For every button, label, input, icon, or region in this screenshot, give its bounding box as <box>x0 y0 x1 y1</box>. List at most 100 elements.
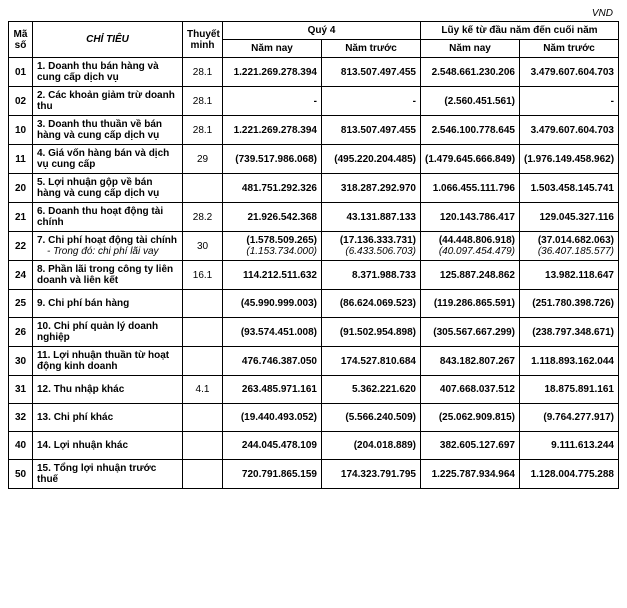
cell-thuyet-minh <box>183 404 223 432</box>
cell-ma-so: 01 <box>9 58 33 87</box>
cell-thuyet-minh: 29 <box>183 145 223 174</box>
cell-value: (1.976.149.458.962) <box>520 145 619 174</box>
cell-value: 21.926.542.368 <box>223 203 322 232</box>
cell-thuyet-minh: 28.2 <box>183 203 223 232</box>
cell-chi-tieu: 3. Doanh thu thuần về bán hàng và cung c… <box>33 116 183 145</box>
table-row: 248. Phần lãi trong công ty liên doanh v… <box>9 261 619 290</box>
cell-value: (45.990.999.003) <box>223 290 322 318</box>
cell-value: 174.527.810.684 <box>322 347 421 376</box>
cell-chi-tieu: 6. Doanh thu hoạt động tài chính <box>33 203 183 232</box>
cell-sub-label: - Trong đó: chi phí lãi vay <box>37 246 178 257</box>
cell-value: 3.479.607.604.703 <box>520 116 619 145</box>
hdr-lk-nam-truoc: Năm trước <box>520 40 619 58</box>
cell-ma-so: 26 <box>9 318 33 347</box>
cell-thuyet-minh: 30 <box>183 232 223 261</box>
cell-chi-tieu: 13. Chi phí khác <box>33 404 183 432</box>
cell-value: 244.045.478.109 <box>223 432 322 460</box>
cell-value: 1.066.455.111.796 <box>421 174 520 203</box>
cell-value: 3.479.607.604.703 <box>520 58 619 87</box>
cell-value: 1.128.004.775.288 <box>520 460 619 489</box>
cell-value: - <box>322 87 421 116</box>
cell-thuyet-minh: 28.1 <box>183 58 223 87</box>
table-row: 216. Doanh thu hoạt động tài chính28.221… <box>9 203 619 232</box>
cell-thuyet-minh: 28.1 <box>183 87 223 116</box>
table-row: 011. Doanh thu bán hàng và cung cấp dịch… <box>9 58 619 87</box>
table-row: 114. Giá vốn hàng bán và dịch vụ cung cấ… <box>9 145 619 174</box>
cell-chi-tieu: 2. Các khoản giảm trừ doanh thu <box>33 87 183 116</box>
cell-value: (495.220.204.485) <box>322 145 421 174</box>
cell-value: (1.479.645.666.849) <box>421 145 520 174</box>
cell-ma-so: 50 <box>9 460 33 489</box>
cell-value: 1.221.269.278.394 <box>223 116 322 145</box>
cell-chi-tieu: 7. Chi phí hoạt động tài chính- Trong đó… <box>33 232 183 261</box>
cell-thuyet-minh <box>183 174 223 203</box>
cell-value: 813.507.497.455 <box>322 116 421 145</box>
cell-value: (2.560.451.561) <box>421 87 520 116</box>
hdr-thuyet-minh: Thuyết minh <box>183 22 223 58</box>
hdr-luyke: Lũy kế từ đầu năm đến cuối năm <box>421 22 619 40</box>
cell-value: 1.225.787.934.964 <box>421 460 520 489</box>
cell-thuyet-minh: 4.1 <box>183 376 223 404</box>
cell-value: 129.045.327.116 <box>520 203 619 232</box>
cell-value: (1.578.509.265)(1.153.734.000) <box>223 232 322 261</box>
hdr-q-nam-nay: Năm nay <box>223 40 322 58</box>
cell-ma-so: 20 <box>9 174 33 203</box>
cell-value: 382.605.127.697 <box>421 432 520 460</box>
table-row: 3213. Chi phí khác(19.440.493.052)(5.566… <box>9 404 619 432</box>
cell-ma-so: 22 <box>9 232 33 261</box>
table-header: Mã số CHỈ TIÊU Thuyết minh Quý 4 Lũy kế … <box>9 22 619 58</box>
table-row: 259. Chi phí bán hàng(45.990.999.003)(86… <box>9 290 619 318</box>
cell-chi-tieu: 11. Lợi nhuận thuần từ hoạt động kinh do… <box>33 347 183 376</box>
cell-value: 476.746.387.050 <box>223 347 322 376</box>
hdr-ma-so: Mã số <box>9 22 33 58</box>
cell-value: 813.507.497.455 <box>322 58 421 87</box>
cell-value: (17.136.333.731)(6.433.506.703) <box>322 232 421 261</box>
cell-value: 720.791.865.159 <box>223 460 322 489</box>
cell-value: (204.018.889) <box>322 432 421 460</box>
cell-value: 43.131.887.133 <box>322 203 421 232</box>
cell-value: 1.118.893.162.044 <box>520 347 619 376</box>
cell-value: (44.448.806.918)(40.097.454.479) <box>421 232 520 261</box>
cell-value: (86.624.069.523) <box>322 290 421 318</box>
cell-value: 18.875.891.161 <box>520 376 619 404</box>
cell-value: 843.182.807.267 <box>421 347 520 376</box>
table-row: 3011. Lợi nhuận thuần từ hoạt động kinh … <box>9 347 619 376</box>
cell-value: (251.780.398.726) <box>520 290 619 318</box>
cell-value: 9.111.613.244 <box>520 432 619 460</box>
cell-ma-so: 02 <box>9 87 33 116</box>
cell-chi-tieu: 4. Giá vốn hàng bán và dịch vụ cung cấp <box>33 145 183 174</box>
table-row: 5015. Tổng lợi nhuận trước thuế720.791.8… <box>9 460 619 489</box>
cell-chi-tieu: 14. Lợi nhuận khác <box>33 432 183 460</box>
cell-value: 318.287.292.970 <box>322 174 421 203</box>
cell-thuyet-minh <box>183 290 223 318</box>
cell-ma-so: 40 <box>9 432 33 460</box>
financial-table: Mã số CHỈ TIÊU Thuyết minh Quý 4 Lũy kế … <box>8 21 619 489</box>
cell-value: (5.566.240.509) <box>322 404 421 432</box>
cell-thuyet-minh <box>183 432 223 460</box>
cell-value: 125.887.248.862 <box>421 261 520 290</box>
table-body: 011. Doanh thu bán hàng và cung cấp dịch… <box>9 58 619 489</box>
cell-value: - <box>520 87 619 116</box>
cell-chi-tieu: 8. Phần lãi trong công ty liên doanh và … <box>33 261 183 290</box>
cell-ma-so: 21 <box>9 203 33 232</box>
cell-value: 5.362.221.620 <box>322 376 421 404</box>
cell-chi-tieu: 12. Thu nhập khác <box>33 376 183 404</box>
cell-value: 2.546.100.778.645 <box>421 116 520 145</box>
table-row: 022. Các khoản giảm trừ doanh thu28.1 - -(… <box>9 87 619 116</box>
table-row: 205. Lợi nhuận gộp về bán hàng và cung c… <box>9 174 619 203</box>
cell-value: (37.014.682.063)(36.407.185.577) <box>520 232 619 261</box>
cell-value: (238.797.348.671) <box>520 318 619 347</box>
cell-ma-so: 10 <box>9 116 33 145</box>
cell-chi-tieu: 10. Chi phí quản lý doanh nghiệp <box>33 318 183 347</box>
hdr-lk-nam-nay: Năm nay <box>421 40 520 58</box>
currency-unit: VND <box>8 8 619 19</box>
cell-chi-tieu: 5. Lợi nhuận gộp về bán hàng và cung cấp… <box>33 174 183 203</box>
cell-value: 174.323.791.795 <box>322 460 421 489</box>
cell-value: 481.751.292.326 <box>223 174 322 203</box>
cell-ma-so: 30 <box>9 347 33 376</box>
table-row: 2610. Chi phí quản lý doanh nghiệp(93.57… <box>9 318 619 347</box>
cell-value: (25.062.909.815) <box>421 404 520 432</box>
cell-value: (119.286.865.591) <box>421 290 520 318</box>
table-row: 103. Doanh thu thuần về bán hàng và cung… <box>9 116 619 145</box>
cell-value: 120.143.786.417 <box>421 203 520 232</box>
